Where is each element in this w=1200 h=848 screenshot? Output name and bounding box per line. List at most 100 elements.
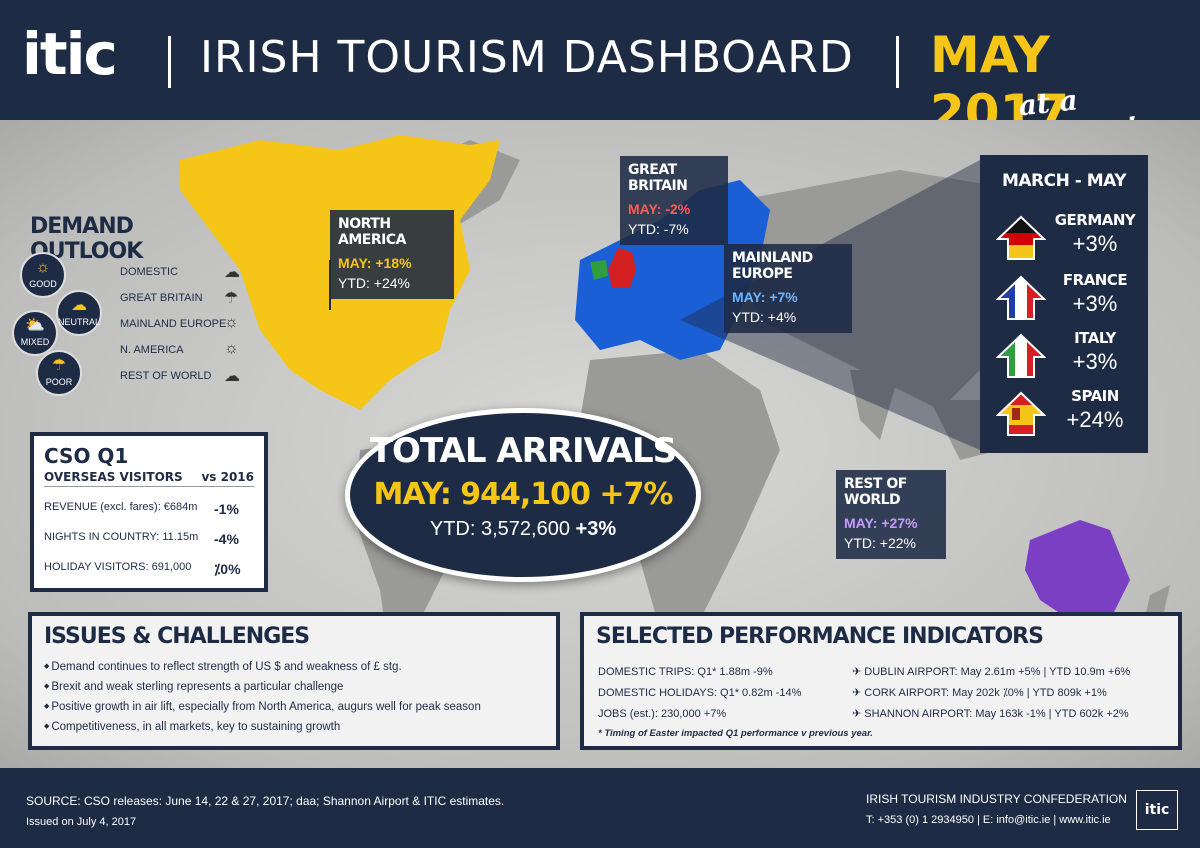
total-arrivals-ellipse: TOTAL ARRIVALS MAY: 944,100 +7% YTD: 3,5…: [345, 408, 701, 582]
issues-challenges-panel: ISSUES & CHALLENGES Demand continues to …: [28, 612, 560, 750]
header-divider: [168, 36, 171, 88]
mainland-europe-callout: MAINLAND EUROPE MAY: +7% YTD: +4%: [724, 244, 852, 333]
ytd-label: YTD:: [628, 221, 660, 237]
total-arrivals-title: TOTAL ARRIVALS: [369, 431, 677, 471]
performance-indicators-panel: SELECTED PERFORMANCE INDICATORS DOMESTIC…: [580, 612, 1182, 750]
germany-flag-arrow-icon: [996, 215, 1046, 260]
legend-mixed: ⛅ MIXED: [12, 310, 58, 356]
ytd-change: +3%: [575, 518, 617, 540]
demand-outlook-panel: DEMAND OUTLOOK ☼ GOOD ☁ NEUTRAL ⛅ MIXED ☂ PO…: [12, 212, 240, 396]
spi-airport-column: ✈ DUBLIN AIRPORT: May 2.61m +5% | YTD 10…: [852, 662, 1130, 725]
footer-contact: T: +353 (0) 1 2934950 | E: info@itic.ie …: [866, 814, 1111, 826]
north-america-callout: NORTH AMERICA MAY: +18% YTD: +24%: [330, 210, 454, 299]
legend-label: GOOD: [29, 279, 57, 289]
outlook-row-mainland-europe: MAINLAND EUROPE: [120, 318, 227, 330]
callout-title: MAINLAND EUROPE: [732, 250, 813, 282]
legend-label: POOR: [45, 377, 73, 387]
may-value: +27%: [881, 515, 918, 531]
total-ytd: YTD: 3,572,600 +3%: [350, 518, 696, 541]
storm-icon: ☂: [51, 357, 67, 374]
may-label: MAY:: [338, 255, 372, 271]
legend-label: MIXED: [20, 337, 50, 347]
sun-icon: ☼: [35, 259, 51, 276]
legend-poor: ☂ POOR: [36, 350, 82, 396]
ytd-label: YTD:: [338, 275, 370, 291]
cso-value: -1%: [214, 501, 239, 517]
france-flag-arrow-icon: [996, 275, 1046, 320]
dashboard-title: IRISH TOURISM DASHBOARD: [200, 32, 854, 83]
cso-row-revenue: REVENUE (excl. fares): €684m -1%: [44, 501, 254, 517]
spi-domestic-column: DOMESTIC TRIPS: Q1* 1.88m -9% DOMESTIC H…: [598, 662, 801, 725]
country-france: FRANCE +3%: [996, 271, 1140, 323]
spi-domestic-holidays: DOMESTIC HOLIDAYS: Q1* 0.82m -14%: [598, 687, 802, 699]
header: itic IRISH TOURISM DASHBOARD MAY 2017 at…: [0, 0, 1200, 155]
footer-itic-logo: itic: [1136, 790, 1178, 830]
spi-domestic-trips: DOMESTIC TRIPS: Q1* 1.88m -9%: [598, 666, 773, 678]
country-value: +24%: [1066, 407, 1124, 432]
cso-col-compare: vs 2016: [201, 470, 254, 484]
issue-item: Brexit and weak sterling represents a pa…: [44, 677, 544, 697]
country-value: +3%: [1072, 291, 1118, 316]
ytd-label: YTD:: [732, 309, 764, 325]
footer-issued: Issued on July 4, 2017: [26, 816, 137, 828]
may-value: +7%: [769, 289, 798, 305]
cso-header-row: OVERSEAS VISITORS vs 2016: [44, 470, 254, 487]
country-name: FRANCE: [1062, 271, 1128, 289]
legend-good: ☼ GOOD: [20, 252, 66, 298]
cso-title: CSO Q1: [44, 444, 129, 468]
country-name: GERMANY: [1054, 211, 1136, 229]
cso-col-visitors: OVERSEAS VISITORS: [44, 470, 183, 484]
ytd-value: -7%: [663, 221, 689, 237]
cloud-icon: ☁: [224, 368, 240, 385]
legend-neutral: ☁ NEUTRAL: [56, 290, 102, 336]
may-label: MAY:: [732, 289, 766, 305]
outlook-row-great-britain: GREAT BRITAIN: [120, 292, 203, 304]
issues-title: ISSUES & CHALLENGES: [44, 624, 310, 649]
ireland-shape: [590, 260, 608, 280]
cso-row-nights: NIGHTS IN COUNTRY: 11.15m -4%: [44, 531, 254, 547]
issue-item: Competitiveness, in all markets, key to …: [44, 717, 544, 737]
report-date: MAY 2017: [930, 26, 1070, 142]
ytd-value: +24%: [373, 275, 410, 291]
footer-source: SOURCE: CSO releases: June 14, 22 & 27, …: [26, 794, 505, 808]
spain-flag-arrow-icon: [996, 391, 1046, 436]
spi-shannon-airport: ✈ SHANNON AIRPORT: May 163k -1% | YTD 60…: [852, 708, 1129, 720]
cloud-icon: ☁: [71, 297, 87, 314]
australia-shape: [1025, 520, 1130, 620]
header-divider: [896, 36, 899, 88]
issue-item: Demand continues to reflect strength of …: [44, 657, 544, 677]
may-value: +18%: [375, 255, 412, 271]
sun-icon: ☼: [224, 314, 239, 331]
outlook-row-north-america: N. AMERICA: [120, 344, 184, 356]
rest-of-world-callout: REST OF WORLD MAY: +27% YTD: +22%: [836, 470, 946, 559]
spi-cork-airport: ✈ CORK AIRPORT: May 202k ⁒0% | YTD 809k …: [852, 687, 1107, 699]
may-label: MAY:: [628, 201, 662, 217]
country-value: +3%: [1072, 231, 1118, 256]
issue-item: Positive growth in air lift, especially …: [44, 697, 544, 717]
cso-label: REVENUE (excl. fares): €684m: [44, 501, 198, 513]
may-value: -2%: [665, 201, 691, 217]
callout-title: GREAT BRITAIN: [628, 162, 688, 194]
march-may-title: MARCH - MAY: [1001, 171, 1127, 191]
italy-flag-arrow-icon: [996, 333, 1046, 378]
country-spain: SPAIN +24%: [996, 387, 1140, 439]
india-shape: [850, 370, 900, 440]
total-may-value: MAY: 944,100 +7%: [373, 477, 674, 512]
spi-footnote: * Timing of Easter impacted Q1 performan…: [598, 728, 873, 739]
ytd-label: YTD:: [844, 535, 876, 551]
cso-q1-panel: CSO Q1 OVERSEAS VISITORS vs 2016 REVENUE…: [30, 432, 268, 592]
cso-row-holiday: HOLIDAY VISITORS: 691,000 ⁒0%: [44, 561, 254, 578]
great-britain-callout: GREAT BRITAIN MAY: -2% YTD: -7%: [620, 156, 728, 245]
legend-label: NEUTRAL: [58, 317, 101, 327]
spi-title: SELECTED PERFORMANCE INDICATORS: [596, 624, 1044, 649]
cso-value: -4%: [214, 531, 239, 547]
cloud-icon: ☁: [224, 264, 240, 281]
callout-title: REST OF WORLD: [844, 476, 907, 508]
footer-organization: IRISH TOURISM INDUSTRY CONFEDERATION: [866, 792, 1127, 806]
may-label: MAY:: [844, 515, 878, 531]
outlook-row-domestic: DOMESTIC: [120, 266, 179, 278]
ytd-label: YTD: 3,572,600: [429, 518, 570, 540]
ytd-value: +4%: [767, 309, 797, 325]
great-britain-shape: [608, 248, 636, 288]
spi-jobs: JOBS (est.): 230,000 +7%: [598, 708, 727, 720]
